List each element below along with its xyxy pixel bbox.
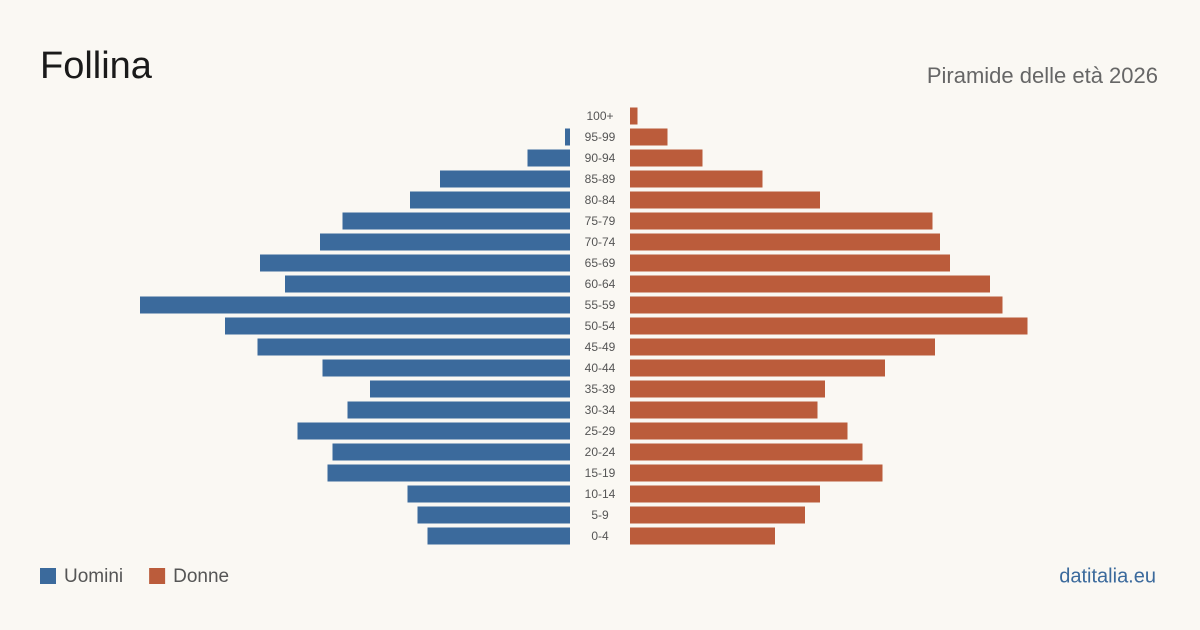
bar — [630, 317, 1028, 335]
category-label: 0-4 — [591, 529, 609, 543]
bar — [140, 296, 570, 314]
legend-label: Donne — [173, 566, 229, 587]
bar — [630, 128, 668, 146]
bar — [630, 107, 638, 125]
category-label: 80-84 — [585, 193, 616, 207]
category-label: 100+ — [586, 109, 613, 123]
bar — [440, 170, 570, 188]
bar — [527, 149, 570, 167]
category-label: 55-59 — [585, 298, 616, 312]
bar — [565, 128, 570, 146]
category-label: 70-74 — [585, 235, 616, 249]
bar — [257, 338, 570, 356]
bar — [630, 506, 805, 524]
bar — [630, 464, 883, 482]
category-label: 60-64 — [585, 277, 616, 291]
category-label: 85-89 — [585, 172, 616, 186]
bar — [342, 212, 570, 230]
bar — [630, 422, 848, 440]
legend-swatch — [40, 568, 56, 584]
bar — [327, 464, 570, 482]
category-label: 50-54 — [585, 319, 616, 333]
bar — [630, 338, 935, 356]
bar — [630, 275, 990, 293]
category-label: 10-14 — [585, 487, 616, 501]
category-label: 35-39 — [585, 382, 616, 396]
category-label: 5-9 — [591, 508, 609, 522]
bar — [297, 422, 570, 440]
category-label: 65-69 — [585, 256, 616, 270]
bar — [630, 296, 1003, 314]
legend-swatch — [149, 568, 166, 584]
category-label: 15-19 — [585, 466, 616, 480]
category-label: 90-94 — [585, 151, 616, 165]
category-label: 25-29 — [585, 424, 616, 438]
bar — [370, 380, 570, 398]
category-label: 45-49 — [585, 340, 616, 354]
bar — [630, 443, 863, 461]
category-label: 95-99 — [585, 130, 616, 144]
chart-subtitle: Piramide delle età 2026 — [927, 63, 1158, 88]
bar — [322, 359, 570, 377]
category-label: 40-44 — [585, 361, 616, 375]
category-label: 20-24 — [585, 445, 616, 459]
bar — [260, 254, 570, 272]
category-label: 75-79 — [585, 214, 616, 228]
bar — [630, 401, 818, 419]
bar — [630, 359, 885, 377]
bar — [630, 380, 825, 398]
bar — [417, 506, 570, 524]
bar — [630, 233, 940, 251]
bar — [630, 191, 820, 209]
bar — [410, 191, 570, 209]
bar — [285, 275, 570, 293]
legend-label: Uomini — [64, 566, 123, 587]
bar — [630, 212, 933, 230]
chart-title: Follina — [40, 45, 153, 87]
bar — [225, 317, 570, 335]
bar — [630, 149, 703, 167]
bar — [347, 401, 570, 419]
bar — [630, 485, 820, 503]
bar — [630, 527, 775, 545]
bar — [407, 485, 570, 503]
source: datitalia.eu — [1059, 565, 1156, 587]
bar — [427, 527, 570, 545]
bar — [320, 233, 570, 251]
bar — [332, 443, 570, 461]
bar — [630, 254, 950, 272]
bar — [630, 170, 763, 188]
category-label: 30-34 — [585, 403, 616, 417]
